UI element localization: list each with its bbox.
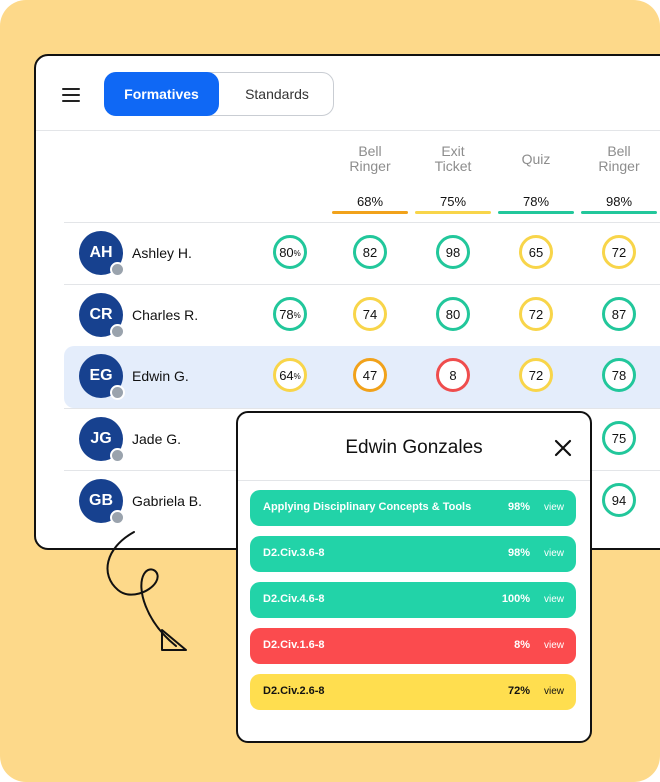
assessment-average-bar [498,211,574,214]
student-row[interactable]: JG Jade G. 75 [64,408,660,470]
assessment-average: 78% [522,194,550,209]
avatar[interactable]: GB [79,479,125,525]
gradebook-window: Formatives Standards Bell Ringer 68% Exit Ti… [34,54,660,550]
score-badge[interactable]: 98 [436,235,470,269]
view-toggle: Formatives Standards [104,72,334,116]
view-link[interactable]: view [543,686,564,697]
overall-score-badge[interactable]: 78% [273,297,307,331]
student-name[interactable]: Jade G. [132,431,182,447]
standard-percent: 72% [507,685,530,697]
avatar-initials: AH [89,244,113,261]
score-badge[interactable]: 87 [602,297,636,331]
status-dot-icon [110,324,125,339]
assessment-name-line2: Quiz [521,151,551,167]
assessment-header[interactable]: Exit Ticket [415,144,491,174]
score-badge[interactable]: 80 [436,297,470,331]
assessment-average: 75% [439,194,467,209]
assessment-header[interactable]: Bell Ringer [332,144,408,174]
standard-percent: 98% [507,547,530,559]
student-standards-popup: Edwin Gonzales Applying Disciplinary Con… [236,411,592,743]
score-badge[interactable]: 65 [519,235,553,269]
score-badge[interactable]: 82 [353,235,387,269]
curved-arrow-icon [106,531,187,651]
student-name[interactable]: Ashley H. [132,245,192,261]
avatar-initials: GB [89,492,113,509]
overall-score-badge[interactable]: 64% [273,358,307,392]
status-dot-icon [110,262,125,277]
header-divider [36,130,660,131]
overall-score-value: 80 [279,244,294,260]
overall-score-value: 78 [279,306,294,322]
avatar-initials: EG [89,367,113,384]
avatar-initials: JG [90,430,112,447]
standard-row[interactable]: Applying Disciplinary Concepts & Tools 98… [250,490,576,526]
score-badge[interactable]: 47 [353,358,387,392]
student-name[interactable]: Charles R. [132,307,199,323]
score-badge[interactable]: 74 [353,297,387,331]
student-name[interactable]: Gabriela B. [132,493,203,509]
student-name[interactable]: Edwin G. [132,368,189,384]
avatar[interactable]: EG [79,354,125,400]
percent-symbol: % [293,311,301,320]
score-badge[interactable]: 78 [602,358,636,392]
status-dot-icon [110,510,125,525]
tab-formatives[interactable]: Formatives [104,72,219,116]
assessment-header[interactable]: Quiz [498,152,574,167]
percent-symbol: % [293,372,301,381]
view-link[interactable]: view [543,640,564,651]
avatar[interactable]: CR [79,293,125,339]
assessment-average: 68% [356,194,384,209]
overall-score-value: 64 [279,367,294,383]
standard-row[interactable]: D2.Civ.1.6-8 8% view [250,628,576,664]
standard-percent: 100% [501,593,530,605]
close-icon[interactable] [552,437,574,459]
student-row[interactable]: AH Ashley H. 80% 82 98 65 72 [64,222,660,284]
popup-title: Edwin Gonzales [345,437,483,458]
student-row[interactable]: GB Gabriela B. 94 [64,470,660,532]
student-row[interactable]: EG Edwin G. 64% 47 8 72 78 [64,346,660,408]
assessment-average-bar [415,211,491,214]
avatar[interactable]: AH [79,231,125,277]
avatar-initials: CR [89,306,113,323]
score-badge[interactable]: 75 [602,421,636,455]
standard-row[interactable]: D2.Civ.4.6-8 100% view [250,582,576,618]
assessment-average-bar [581,211,657,214]
score-badge[interactable]: 72 [602,235,636,269]
standard-percent: 8% [514,639,530,651]
assessment-name-line2: Ticket [434,158,472,174]
assessment-name-line1: Bell [607,143,631,159]
student-row[interactable]: CR Charles R. 78% 74 80 72 87 [64,284,660,346]
score-badge[interactable]: 94 [602,483,636,517]
standard-row[interactable]: D2.Civ.2.6-8 72% view [250,674,576,710]
score-badge[interactable]: 72 [519,358,553,392]
status-dot-icon [110,448,125,463]
assessment-name-line1: Bell [358,143,382,159]
percent-symbol: % [293,249,301,258]
status-dot-icon [110,385,125,400]
avatar[interactable]: JG [79,417,125,463]
standard-name: D2.Civ.1.6-8 [263,639,325,651]
popup-divider [238,480,590,481]
tab-standards[interactable]: Standards [245,86,309,102]
view-link[interactable]: view [543,548,564,559]
assessment-name-line2: Ringer [598,158,640,174]
assessment-name-line2: Ringer [349,158,391,174]
standard-name: D2.Civ.2.6-8 [263,685,325,697]
standard-percent: 98% [507,501,530,513]
hamburger-menu-icon[interactable] [62,88,80,102]
standard-name: D2.Civ.3.6-8 [263,547,325,559]
assessment-header[interactable]: Bell Ringer [581,144,657,174]
standard-name: D2.Civ.4.6-8 [263,593,325,605]
assessment-average-bar [332,211,408,214]
score-badge[interactable]: 8 [436,358,470,392]
standard-row[interactable]: D2.Civ.3.6-8 98% view [250,536,576,572]
assessment-name-line1: Exit [441,143,465,159]
standard-name: Applying Disciplinary Concepts & Tools [263,501,472,513]
score-badge[interactable]: 72 [519,297,553,331]
view-link[interactable]: view [543,502,564,513]
assessment-average: 98% [605,194,633,209]
overall-score-badge[interactable]: 80% [273,235,307,269]
view-link[interactable]: view [543,594,564,605]
